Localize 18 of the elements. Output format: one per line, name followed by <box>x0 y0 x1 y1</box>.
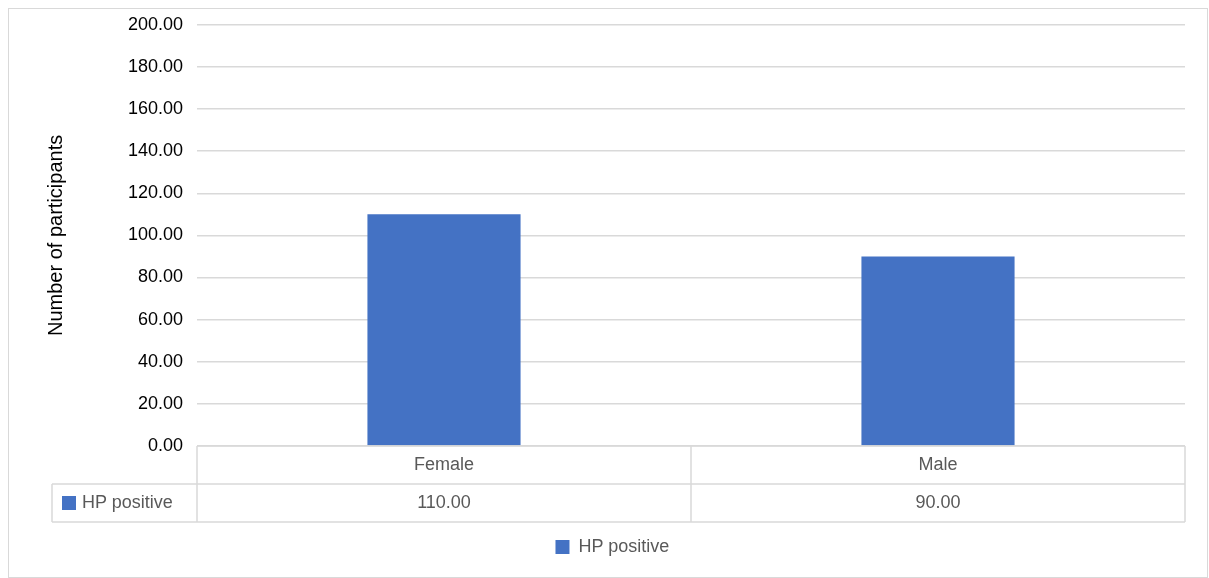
legend-label: HP positive <box>578 535 670 556</box>
y-tick-label: 180.00 <box>127 55 183 76</box>
y-tick-label: 120.00 <box>127 182 183 203</box>
y-tick-label: 80.00 <box>137 266 183 287</box>
y-tick-label: 140.00 <box>127 140 183 161</box>
y-axis-title: Number of participants <box>43 134 66 336</box>
text: HP positive <box>82 491 173 512</box>
x-tick-label: Male <box>918 453 958 474</box>
data-label: 110.00 <box>417 491 471 512</box>
y-tick-label: 100.00 <box>127 224 183 245</box>
y-tick-label: 60.00 <box>137 308 183 329</box>
y-tick-label: 200.00 <box>127 13 183 34</box>
x-tick-label: Female <box>413 453 475 474</box>
y-tick-label: 20.00 <box>137 392 183 413</box>
data-label: 90.00 <box>915 491 961 512</box>
y-tick-label: 40.00 <box>137 350 183 371</box>
y-tick-label: 0.00 <box>147 434 183 455</box>
y-tick-label: 160.00 <box>127 98 183 119</box>
